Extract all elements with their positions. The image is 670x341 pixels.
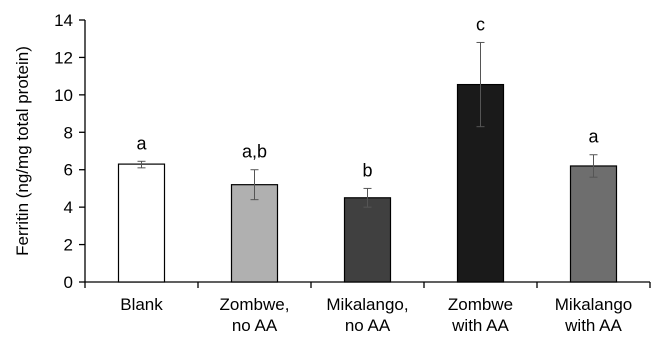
bar <box>343 197 392 283</box>
x-category-label: Blank <box>120 295 163 314</box>
bar <box>230 184 279 283</box>
y-axis: 0 2 4 6 8 10 12 14 <box>54 11 86 292</box>
y-axis-title: Ferritin (ng/mg total protein) <box>13 46 32 256</box>
x-category-label-line: no AA <box>345 316 391 335</box>
bar <box>569 165 618 283</box>
x-category-label: Zombwe with AA <box>448 295 513 335</box>
x-category-label-line: Zombwe, <box>220 295 290 314</box>
y-tick-label: 2 <box>64 236 73 255</box>
x-category-label-line: Mikalango, <box>326 295 408 314</box>
y-tick-label: 8 <box>64 123 73 142</box>
x-category-label-line: with AA <box>564 316 622 335</box>
bars <box>117 41 618 283</box>
x-category-label-line: no AA <box>232 316 278 335</box>
x-axis <box>84 281 651 288</box>
significance-label: a,b <box>242 142 267 162</box>
significance-label: a <box>588 127 599 147</box>
x-category-label: Mikalango, no AA <box>326 295 408 335</box>
x-category-label-line: Zombwe <box>448 295 513 314</box>
significance-label: c <box>476 14 485 34</box>
significance-label: a <box>136 133 147 153</box>
y-tick-label: 12 <box>54 48 73 67</box>
labels: a Blank a,b Zombwe, no AA b Mikalango, no AA c Zo… <box>120 14 632 335</box>
y-tick-label: 0 <box>64 273 73 292</box>
x-category-label-line: Blank <box>120 295 163 314</box>
y-tick-label: 6 <box>64 161 73 180</box>
y-tick-label: 4 <box>64 198 73 217</box>
bar <box>117 163 166 283</box>
x-category-label: Mikalango with AA <box>555 295 633 335</box>
significance-label: b <box>362 160 372 180</box>
x-category-label-line: with AA <box>451 316 509 335</box>
y-tick-label: 14 <box>54 11 73 30</box>
y-tick-label: 10 <box>54 86 73 105</box>
x-category-label: Zombwe, no AA <box>220 295 290 335</box>
x-category-label-line: Mikalango <box>555 295 633 314</box>
